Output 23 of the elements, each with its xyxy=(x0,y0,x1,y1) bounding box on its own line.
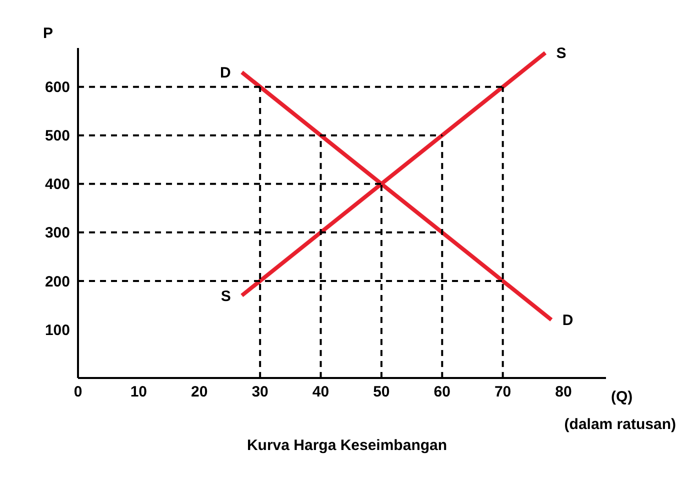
x-tick-label: 80 xyxy=(555,384,572,401)
y-axis-title: P xyxy=(42,25,54,42)
y-tick-label: 500 xyxy=(44,128,70,145)
x-tick-label: 40 xyxy=(312,384,330,401)
x-tick-label: 0 xyxy=(74,384,82,401)
text: (dalam ratusan) xyxy=(563,416,677,433)
annotation: S xyxy=(556,45,566,62)
x-tick-label: 30 xyxy=(252,384,268,401)
x-axis-title: (Q) xyxy=(611,388,633,406)
x-tick-label: 20 xyxy=(191,384,208,401)
annotation: D xyxy=(562,312,574,330)
text: Kurva Harga Keseimbangan xyxy=(246,437,448,454)
y-tick-label: 100 xyxy=(44,322,70,339)
annotation: D xyxy=(220,64,232,82)
y-tick-label: 600 xyxy=(44,79,70,96)
x-tick-label: 50 xyxy=(373,384,390,401)
y-tick-label: 200 xyxy=(44,273,70,290)
x-tick-label: 10 xyxy=(130,384,148,401)
y-tick-label: 400 xyxy=(44,176,70,194)
x-tick-label: 70 xyxy=(494,384,512,401)
y-tick-label: 300 xyxy=(44,224,70,242)
x-tick-label: 60 xyxy=(434,384,450,401)
annotation: S xyxy=(220,288,231,305)
